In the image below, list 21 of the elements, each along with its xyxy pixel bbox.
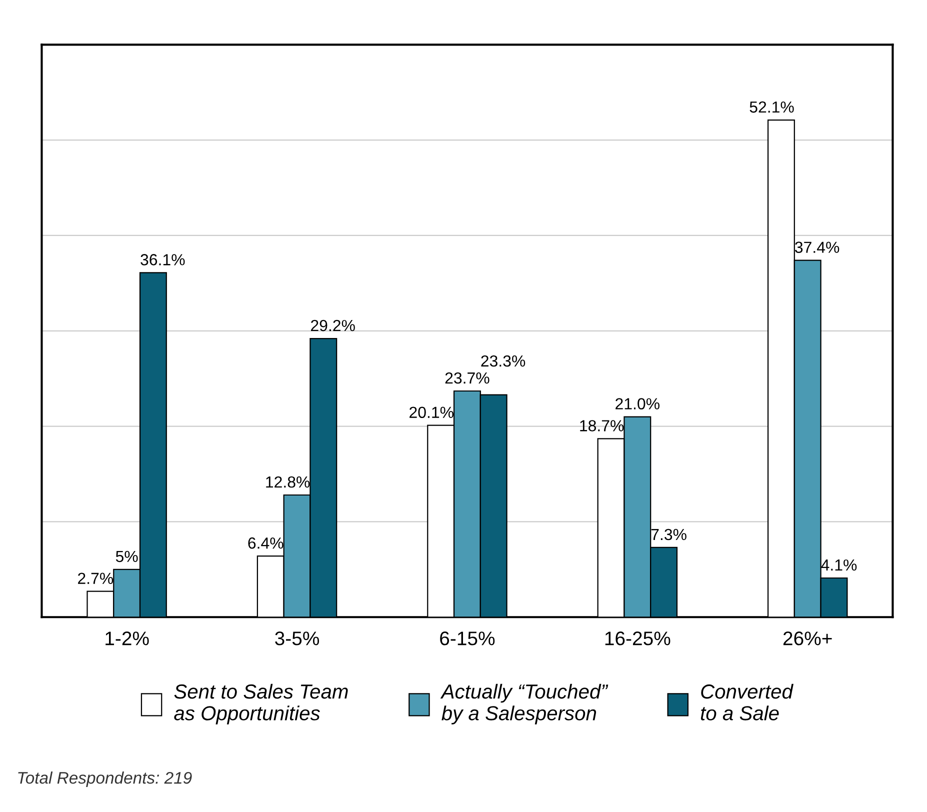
x-tick-label: 6-15% xyxy=(440,632,495,646)
data-label: 23.7% xyxy=(445,372,490,384)
data-label: 6.4% xyxy=(248,537,284,549)
data-label: 7.3% xyxy=(651,528,686,540)
data-label: 20.1% xyxy=(410,406,454,418)
x-tick-label: 3-5% xyxy=(275,632,320,646)
data-label: 29.2% xyxy=(311,320,355,332)
data-label: 52.1% xyxy=(750,101,794,113)
data-label: 37.4% xyxy=(795,242,840,253)
x-tick-label: 1-2% xyxy=(106,632,149,646)
data-label: 2.7% xyxy=(78,572,114,584)
data-label: 5% xyxy=(116,550,138,562)
text: Total Respondents: 219 xyxy=(18,772,192,788)
data-label: 23.3% xyxy=(481,355,526,367)
x-tick-label: 26%+ xyxy=(783,632,832,646)
legend-label: Actually “Touched” by a Salesperson xyxy=(440,684,608,724)
legend-label: Sent to Sales Team as Opportunities xyxy=(174,684,348,724)
data-label: 36.1% xyxy=(140,254,185,266)
x-tick-label: 16-25% xyxy=(605,632,670,646)
legend-label: Converted to a Sale xyxy=(700,684,794,720)
data-label: 21.0% xyxy=(616,398,660,410)
